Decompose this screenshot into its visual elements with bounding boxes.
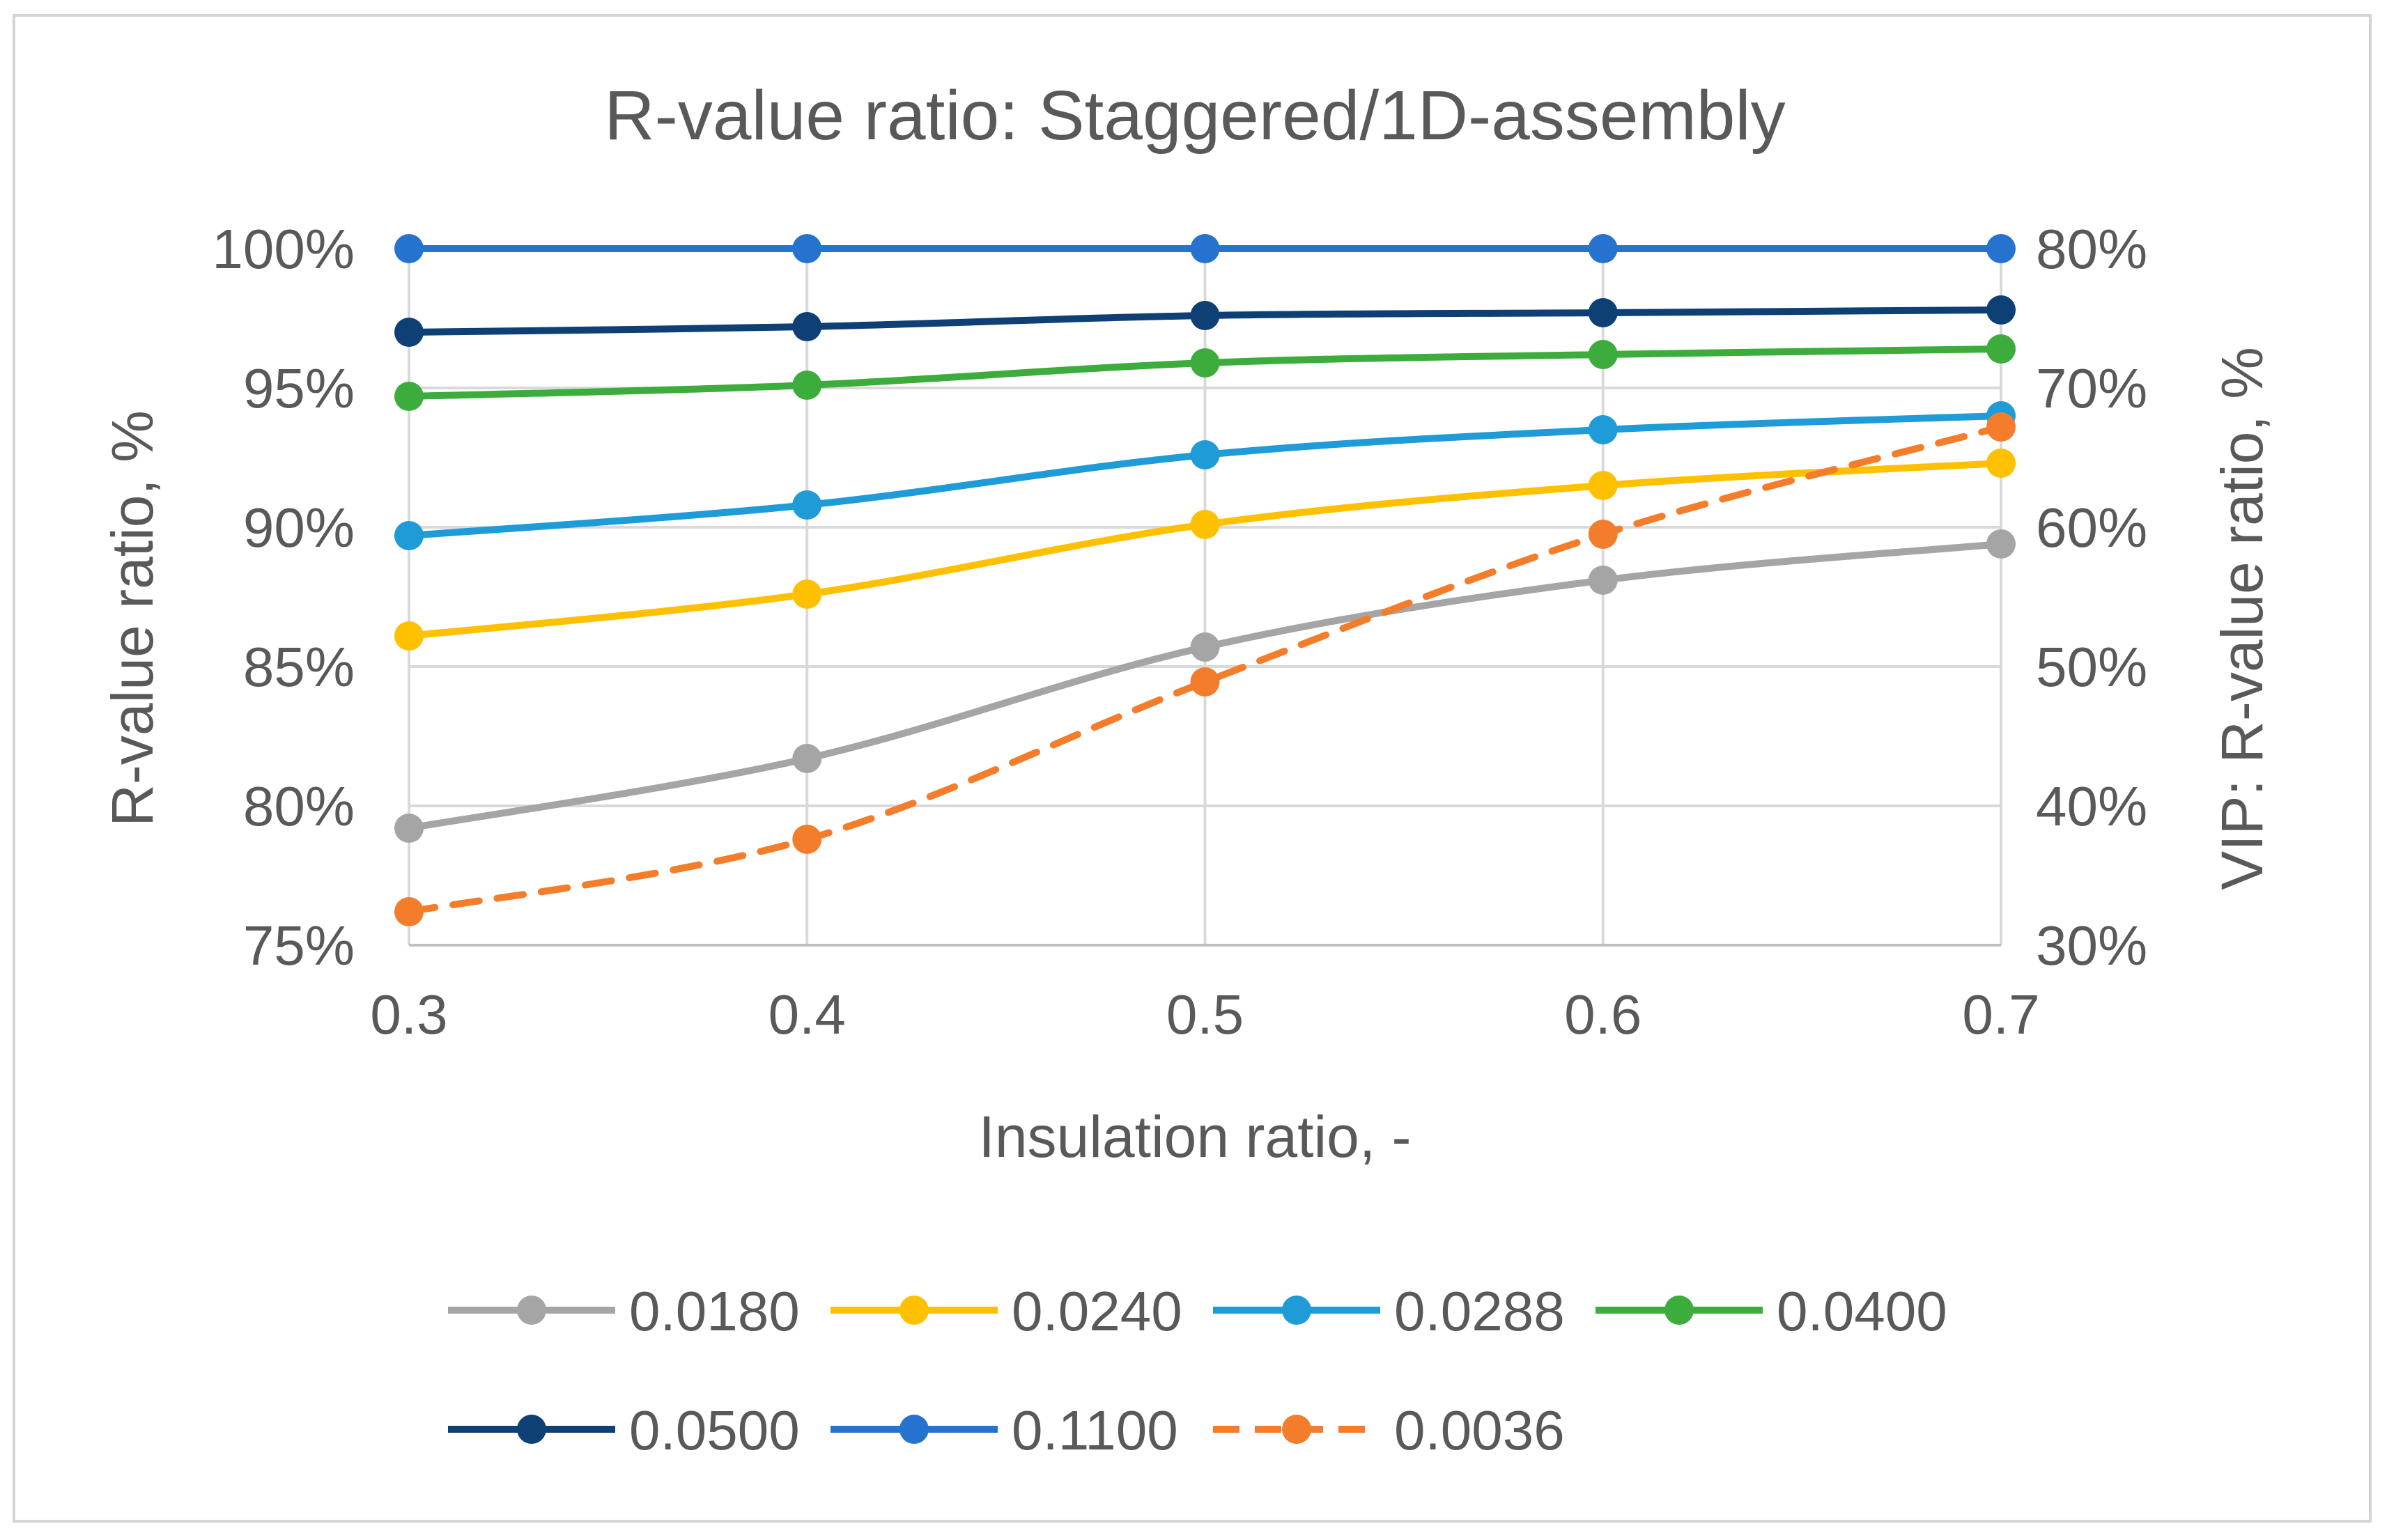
data-point-0.0400 <box>792 371 822 400</box>
data-point-0.0288 <box>394 521 424 550</box>
x-axis-tick-labels: 0.3 0.4 0.5 0.6 0.7 <box>370 983 2039 1045</box>
legend-label-0.0288: 0.0288 <box>1394 1280 1565 1342</box>
x-tick-label: 0.3 <box>370 983 447 1045</box>
data-point-0.0036 <box>1588 520 1618 549</box>
legend-marker-0.0180 <box>517 1296 546 1325</box>
data-point-0.0240 <box>1986 449 2016 478</box>
data-point-0.1100 <box>1986 234 2016 263</box>
legend-label-0.0400: 0.0400 <box>1777 1280 1947 1342</box>
legend-marker-0.0500 <box>517 1415 546 1444</box>
legend-marker-0.1100 <box>899 1415 929 1444</box>
data-point-0.0400 <box>1190 348 1220 378</box>
legend-marker-0.0400 <box>1664 1296 1694 1325</box>
data-point-0.0240 <box>1190 510 1220 539</box>
data-point-0.0500 <box>1986 295 2016 325</box>
legend-label-0.0180: 0.0180 <box>629 1280 800 1342</box>
legend-marker-0.0240 <box>899 1296 929 1325</box>
data-point-0.1100 <box>1588 234 1618 263</box>
y-axis-tick-labels: 75% 80% 85% 90% 95% 100% <box>212 218 355 977</box>
y2-tick-label: 60% <box>2036 497 2147 559</box>
legend-marker-0.0036 <box>1282 1415 1311 1444</box>
series-points <box>394 234 2016 926</box>
y2-tick-label: 70% <box>2036 357 2147 419</box>
data-point-0.0180 <box>1986 529 2016 559</box>
y-tick-label: 80% <box>243 775 355 837</box>
y2-tick-label: 40% <box>2036 775 2147 837</box>
data-point-0.0036 <box>1190 667 1220 697</box>
y2-tick-label: 80% <box>2036 218 2147 280</box>
data-point-0.0288 <box>792 490 822 520</box>
data-point-0.0036 <box>394 897 424 926</box>
x-tick-label: 0.5 <box>1166 983 1244 1045</box>
data-point-0.0036 <box>792 825 822 854</box>
data-point-0.0036 <box>1986 412 2016 442</box>
legend-marker-0.0288 <box>1282 1296 1311 1325</box>
series-line-0.0036 <box>405 423 2004 915</box>
y-tick-label: 95% <box>243 357 355 419</box>
data-point-0.0288 <box>1588 415 1618 444</box>
data-point-0.0400 <box>394 382 424 411</box>
y2-tick-label: 50% <box>2036 636 2147 698</box>
legend-label-0.0500: 0.0500 <box>629 1399 800 1461</box>
data-point-0.0180 <box>792 744 822 773</box>
data-point-0.0180 <box>1190 632 1220 662</box>
x-tick-label: 0.6 <box>1564 983 1641 1045</box>
data-point-0.0400 <box>1588 340 1618 369</box>
data-point-0.0288 <box>1190 440 1220 469</box>
data-point-0.0240 <box>792 580 822 609</box>
y-tick-label: 100% <box>212 218 355 280</box>
data-point-0.0180 <box>1588 566 1618 595</box>
y-axis-label: R-value ratio, % <box>100 410 165 827</box>
data-point-0.1100 <box>1190 234 1220 263</box>
legend: 0.0180 0.0240 0.0288 0.0400 0.0500 0.1100 0.00… <box>448 1280 1947 1461</box>
line-chart: R-value ratio: Staggered/1D-assembly 75%… <box>100 77 2275 1461</box>
legend-label-0.1100: 0.1100 <box>1012 1399 1178 1461</box>
y2-axis-label: VIP: R-value ratio, % <box>2209 347 2275 890</box>
data-point-0.0240 <box>394 621 424 651</box>
data-point-0.0500 <box>792 312 822 341</box>
data-point-0.0500 <box>394 318 424 347</box>
y-tick-label: 75% <box>243 915 355 977</box>
y-tick-label: 85% <box>243 636 355 698</box>
data-point-0.1100 <box>792 234 822 263</box>
data-point-0.1100 <box>394 234 424 263</box>
chart-frame: R-value ratio: Staggered/1D-assembly 75%… <box>13 14 2372 1523</box>
x-tick-label: 0.4 <box>768 983 846 1045</box>
y-tick-label: 90% <box>243 497 355 559</box>
data-point-0.0400 <box>1986 334 2016 364</box>
x-tick-label: 0.7 <box>1962 983 2039 1045</box>
data-point-0.0240 <box>1588 471 1618 500</box>
legend-label-0.0240: 0.0240 <box>1012 1280 1182 1342</box>
data-point-0.0500 <box>1190 301 1220 330</box>
data-point-0.0500 <box>1588 298 1618 327</box>
y2-axis-tick-labels: 30% 40% 50% 60% 70% 80% <box>2036 218 2147 977</box>
x-axis-label: Insulation ratio, - <box>979 1104 1412 1169</box>
chart-title: R-value ratio: Staggered/1D-assembly <box>604 77 1785 155</box>
y2-tick-label: 30% <box>2036 915 2147 977</box>
legend-label-0.0036: 0.0036 <box>1394 1399 1565 1461</box>
data-point-0.0180 <box>394 814 424 843</box>
